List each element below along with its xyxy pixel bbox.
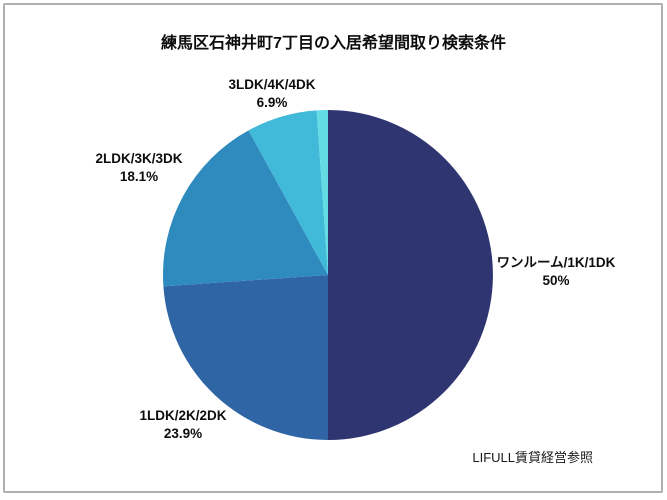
pie-label-1ldk-2k-2dk: 1LDK/2K/2DK 23.9% — [98, 407, 268, 443]
pie-slice-4 — [316, 109, 328, 275]
pie-label-one-room-1k-1dk: ワンルーム/1K/1DK 50% — [471, 254, 641, 290]
pie-label-text: ワンルーム/1K/1DK — [496, 255, 616, 270]
source-attribution: LIFULL賃貸経営参照 — [472, 450, 593, 465]
pie-label-3ldk-4k-4dk: 3LDK/4K/4DK 6.9% — [187, 76, 357, 112]
pie-label-text: 3LDK/4K/4DK — [228, 77, 316, 92]
pie-slice-2 — [162, 130, 328, 287]
pie-slice-0 — [328, 110, 493, 440]
pie-label-percent: 18.1% — [119, 169, 159, 184]
pie-label-percent: 23.9% — [163, 426, 203, 441]
pie-label-2ldk-3k-3dk: 2LDK/3K/3DK 18.1% — [54, 150, 224, 186]
chart-title: 練馬区石神井町7丁目の入居希望間取り検索条件 — [161, 35, 506, 52]
pie-label-text: 2LDK/3K/3DK — [95, 151, 183, 166]
pie-label-text: 1LDK/2K/2DK — [139, 408, 227, 423]
pie-label-percent: 6.9% — [256, 95, 288, 110]
pie-slice-1 — [163, 275, 328, 440]
pie-slice-3 — [248, 110, 328, 275]
pie-label-percent: 50% — [542, 273, 570, 288]
